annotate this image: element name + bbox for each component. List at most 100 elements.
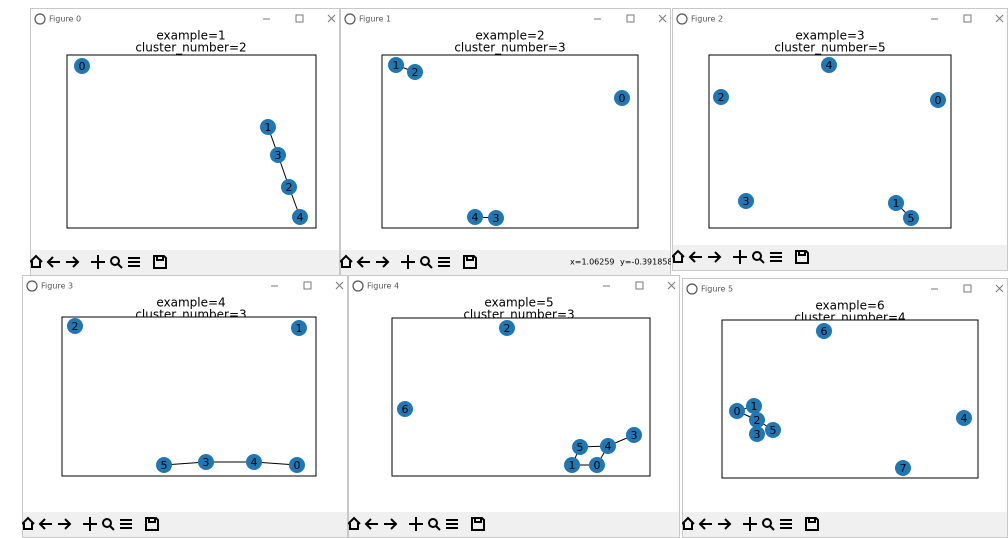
save-button[interactable] xyxy=(471,517,485,531)
close-button[interactable] xyxy=(658,14,667,23)
configure-button[interactable] xyxy=(780,519,792,529)
back-button[interactable] xyxy=(38,518,52,530)
pan-button[interactable] xyxy=(743,517,757,531)
app-icon xyxy=(686,283,698,295)
cursor-status: y=-0.391858 xyxy=(620,258,673,267)
close-button[interactable] xyxy=(667,281,676,290)
node-label: 2 xyxy=(504,322,511,335)
window-title: Figure 1 xyxy=(359,15,391,24)
back-button[interactable] xyxy=(46,256,60,268)
forward-button[interactable] xyxy=(708,251,722,263)
node-label: 5 xyxy=(577,441,584,454)
node-label: 0 xyxy=(594,459,601,472)
node-label: 5 xyxy=(770,424,777,437)
save-button[interactable] xyxy=(795,250,809,264)
home-button[interactable] xyxy=(682,516,695,530)
save-button[interactable] xyxy=(145,517,159,531)
configure-button[interactable] xyxy=(120,519,132,529)
graph-node xyxy=(738,193,754,209)
graph-node xyxy=(488,210,504,226)
maximize-button[interactable] xyxy=(626,14,635,23)
pan-button[interactable] xyxy=(733,250,747,264)
maximize-button[interactable] xyxy=(295,14,304,23)
home-button[interactable] xyxy=(348,516,361,530)
maximize-button[interactable] xyxy=(303,281,312,290)
toolbar xyxy=(683,512,1007,537)
home-button[interactable] xyxy=(30,254,43,268)
forward-button[interactable] xyxy=(66,256,80,268)
toolbar xyxy=(31,250,339,275)
maximize-button[interactable] xyxy=(963,284,972,293)
window-title: Figure 3 xyxy=(41,282,73,291)
node-label: 0 xyxy=(935,94,942,107)
plot-title: example=3 xyxy=(795,29,864,43)
pan-button[interactable] xyxy=(83,517,97,531)
forward-button[interactable] xyxy=(376,256,390,268)
toolbar xyxy=(349,512,679,537)
graph-node xyxy=(903,210,919,226)
zoom-button[interactable] xyxy=(428,518,441,531)
configure-button[interactable] xyxy=(770,252,782,262)
maximize-button[interactable] xyxy=(963,14,972,23)
graph-node xyxy=(614,90,630,106)
graph-node xyxy=(816,323,832,339)
node-label: 0 xyxy=(734,405,741,418)
graph-node xyxy=(281,179,297,195)
graph-node xyxy=(821,57,837,73)
configure-button[interactable] xyxy=(446,519,458,529)
close-button[interactable] xyxy=(327,14,336,23)
back-button[interactable] xyxy=(364,518,378,530)
back-button[interactable] xyxy=(698,518,712,530)
pan-button[interactable] xyxy=(91,255,105,269)
close-button[interactable] xyxy=(335,281,344,290)
node-label: 1 xyxy=(265,121,272,134)
plot-title: example=5 xyxy=(484,296,553,310)
close-button[interactable] xyxy=(995,284,1004,293)
graph-node xyxy=(289,457,305,473)
axes-frame xyxy=(66,54,317,229)
zoom-button[interactable] xyxy=(110,256,123,269)
graph-node xyxy=(499,320,515,336)
configure-button[interactable] xyxy=(128,257,140,267)
plot-title: example=2 xyxy=(475,29,544,43)
node-label: 1 xyxy=(296,322,303,335)
configure-button[interactable] xyxy=(438,257,450,267)
save-button[interactable] xyxy=(153,255,167,269)
zoom-button[interactable] xyxy=(420,256,433,269)
close-button[interactable] xyxy=(995,14,1004,23)
app-icon xyxy=(34,13,46,25)
node-label: 0 xyxy=(79,60,86,73)
app-icon xyxy=(26,280,38,292)
node-label: 3 xyxy=(631,429,638,442)
plot-title: cluster_number=2 xyxy=(135,41,246,55)
pan-button[interactable] xyxy=(401,255,415,269)
zoom-button[interactable] xyxy=(762,518,775,531)
maximize-button[interactable] xyxy=(635,281,644,290)
save-button[interactable] xyxy=(805,517,819,531)
graph-node xyxy=(74,58,90,74)
graph-node xyxy=(888,195,904,211)
zoom-button[interactable] xyxy=(102,518,115,531)
node-label: 3 xyxy=(754,428,761,441)
pan-button[interactable] xyxy=(409,517,423,531)
home-button[interactable] xyxy=(672,249,685,263)
app-icon xyxy=(352,280,364,292)
back-button[interactable] xyxy=(688,251,702,263)
zoom-button[interactable] xyxy=(752,251,765,264)
back-button[interactable] xyxy=(356,256,370,268)
home-button[interactable] xyxy=(340,254,353,268)
forward-button[interactable] xyxy=(384,518,398,530)
graph-node xyxy=(388,57,404,73)
forward-button[interactable] xyxy=(58,518,72,530)
graph-node xyxy=(749,426,765,442)
save-button[interactable] xyxy=(463,255,477,269)
forward-button[interactable] xyxy=(718,518,732,530)
graph-node xyxy=(246,454,262,470)
home-button[interactable] xyxy=(22,516,35,530)
